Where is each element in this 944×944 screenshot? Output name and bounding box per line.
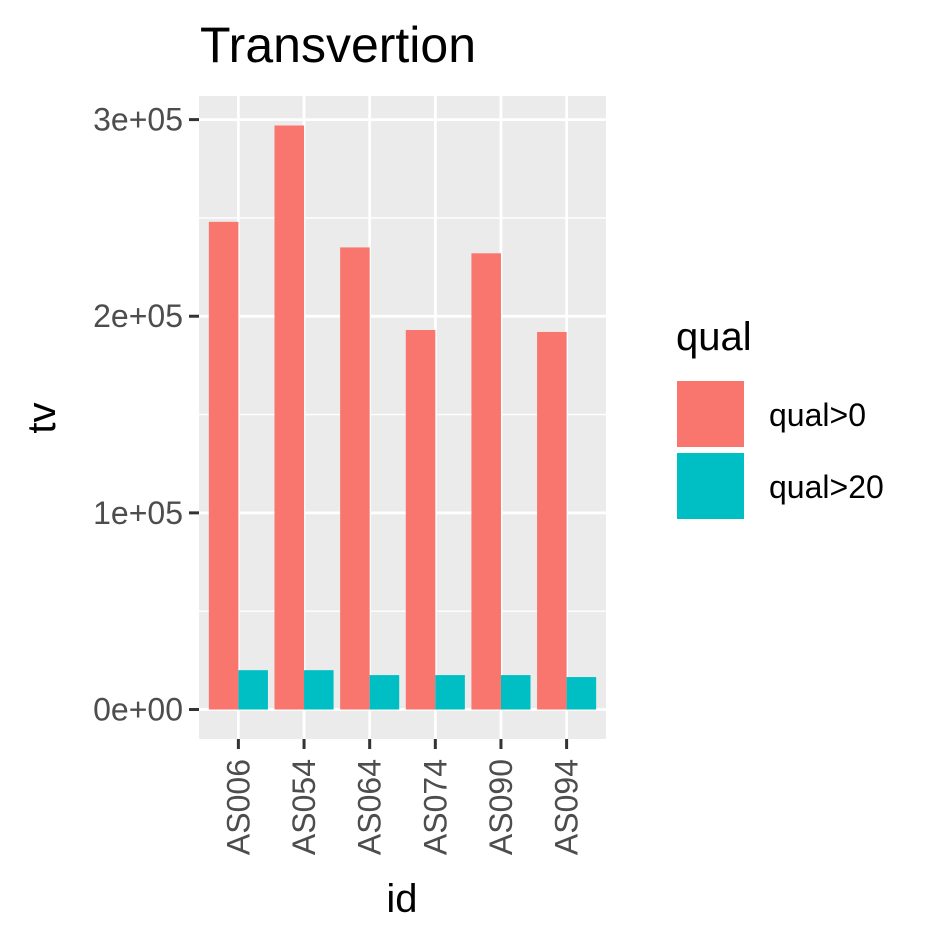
- legend-swatch-series-2: [677, 453, 744, 519]
- y-axis-title: tv: [20, 402, 64, 433]
- bar-as054-series-1: [274, 125, 305, 710]
- x-tick-label-as064: AS064: [352, 759, 388, 855]
- y-tick-label: 3e+05: [93, 102, 183, 138]
- bar-as064-series-2: [369, 675, 400, 710]
- x-axis-title: id: [386, 877, 417, 921]
- legend-label-series-1: qual>0: [769, 397, 866, 433]
- y-axis: 0e+00 1e+05 2e+05 3e+05: [93, 102, 199, 728]
- bar-as074-series-2: [435, 675, 465, 710]
- bar-as006-series-2: [238, 670, 268, 710]
- y-tick-label: 0e+00: [93, 692, 183, 728]
- bar-as064-series-1: [340, 247, 370, 710]
- x-axis: AS006 AS054 AS064 AS074 AS090 AS094: [220, 739, 585, 855]
- x-tick-label-as074: AS074: [417, 759, 453, 855]
- x-tick-label-as094: AS094: [549, 759, 585, 855]
- bar-as074-series-1: [405, 329, 436, 710]
- y-tick-label: 2e+05: [93, 298, 183, 334]
- bar-as006-series-1: [208, 221, 239, 710]
- bar-as090-series-1: [471, 253, 501, 710]
- bar-as054-series-2: [304, 670, 334, 710]
- bar-as094-series-1: [537, 331, 567, 710]
- bar-as094-series-2: [566, 677, 597, 710]
- legend-label-series-2: qual>20: [769, 469, 884, 505]
- bars: [208, 125, 597, 710]
- x-tick-label-as006: AS006: [220, 759, 256, 855]
- bar-as090-series-2: [500, 675, 531, 710]
- x-tick-label-as054: AS054: [286, 759, 322, 855]
- chart-title: Transvertion: [200, 17, 476, 73]
- legend-title: qual: [676, 315, 752, 359]
- y-tick-label: 1e+05: [93, 495, 183, 531]
- legend: qual qual>0 qual>20: [676, 315, 884, 519]
- x-tick-label-as090: AS090: [483, 759, 519, 855]
- legend-swatch-series-1: [677, 381, 744, 447]
